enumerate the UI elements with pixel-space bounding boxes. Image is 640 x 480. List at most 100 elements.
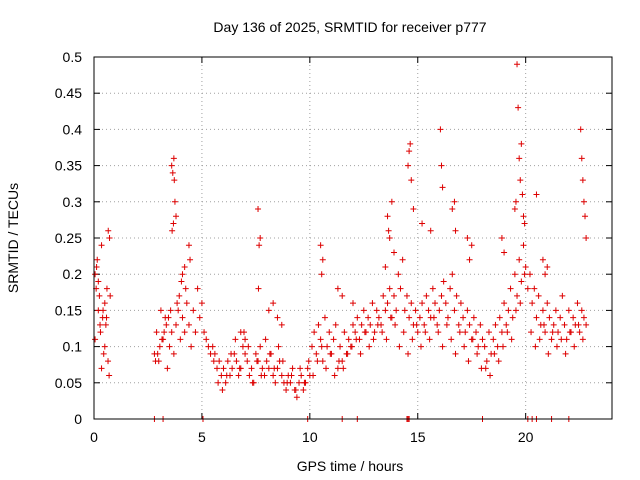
data-point: [235, 372, 242, 379]
data-point: [466, 256, 473, 263]
data-point: [452, 350, 459, 357]
data-point: [448, 336, 455, 343]
data-point: [220, 365, 227, 372]
data-point: [383, 336, 390, 343]
data-point: [549, 329, 556, 336]
data-point: [339, 292, 346, 299]
data-point: [562, 350, 569, 357]
data-point: [370, 336, 377, 343]
data-point: [203, 336, 210, 343]
data-point: [161, 329, 168, 336]
data-point: [271, 365, 278, 372]
data-point: [236, 365, 243, 372]
data-point: [544, 263, 551, 270]
data-point: [255, 285, 262, 292]
data-point: [233, 358, 240, 365]
x-tick-label: 15: [410, 429, 426, 445]
data-point: [407, 140, 414, 147]
data-point: [157, 307, 164, 314]
data-point: [310, 372, 317, 379]
data-point: [223, 372, 230, 379]
data-point: [514, 292, 521, 299]
data-point: [96, 292, 103, 299]
data-point: [352, 329, 359, 336]
y-tick-label: 0: [74, 411, 82, 427]
data-point: [473, 329, 480, 336]
data-point: [449, 271, 456, 278]
data-point: [300, 387, 307, 394]
data-point: [391, 249, 398, 256]
data-point: [263, 358, 270, 365]
data-point: [511, 206, 518, 213]
data-point: [408, 177, 415, 184]
data-point: [577, 126, 584, 133]
data-point: [517, 177, 524, 184]
data-point: [177, 336, 184, 343]
data-point: [305, 358, 312, 365]
data-point: [317, 242, 324, 249]
data-point: [385, 227, 392, 234]
data-point: [456, 329, 463, 336]
data-point: [278, 321, 285, 328]
data-point: [354, 314, 361, 321]
data-point: [297, 365, 304, 372]
data-point: [296, 379, 303, 386]
data-point: [512, 307, 519, 314]
data-point: [399, 256, 406, 263]
data-point: [192, 329, 199, 336]
data-point: [97, 329, 104, 336]
data-points: [92, 61, 590, 422]
data-point: [244, 358, 251, 365]
data-point: [152, 358, 159, 365]
data-point: [557, 314, 564, 321]
data-point: [222, 379, 229, 386]
data-point: [175, 307, 182, 314]
data-point: [248, 365, 255, 372]
data-point: [311, 329, 318, 336]
data-point: [565, 307, 572, 314]
data-point: [153, 329, 160, 336]
y-tick-label: 0.4: [63, 121, 83, 137]
data-point: [474, 350, 481, 357]
data-point: [403, 292, 410, 299]
data-point: [298, 372, 305, 379]
data-point: [229, 365, 236, 372]
data-point: [196, 314, 203, 321]
data-point: [93, 263, 100, 270]
data-point: [395, 271, 402, 278]
data-point: [520, 213, 527, 220]
x-tick-label: 5: [198, 429, 206, 445]
data-point: [232, 336, 239, 343]
data-point: [330, 336, 337, 343]
data-point: [524, 285, 531, 292]
data-point: [558, 336, 565, 343]
x-tick-label: 10: [302, 429, 318, 445]
data-point: [421, 321, 428, 328]
data-point: [457, 300, 464, 307]
data-point: [429, 285, 436, 292]
data-point: [94, 256, 101, 263]
data-point: [477, 321, 484, 328]
data-point: [442, 300, 449, 307]
data-point: [215, 379, 222, 386]
data-point: [522, 263, 529, 270]
data-point: [417, 343, 424, 350]
data-point: [334, 365, 341, 372]
data-point: [507, 285, 514, 292]
data-point: [387, 314, 394, 321]
data-point: [483, 358, 490, 365]
data-point: [382, 263, 389, 270]
data-point: [575, 321, 582, 328]
data-point: [258, 372, 265, 379]
data-point: [292, 387, 299, 394]
data-point: [265, 307, 272, 314]
data-point: [393, 307, 400, 314]
data-point: [447, 285, 454, 292]
data-point: [188, 343, 195, 350]
data-point: [438, 292, 445, 299]
data-point: [514, 61, 521, 68]
data-point: [449, 206, 456, 213]
data-point: [100, 350, 107, 357]
data-point: [106, 372, 113, 379]
data-point: [348, 343, 355, 350]
